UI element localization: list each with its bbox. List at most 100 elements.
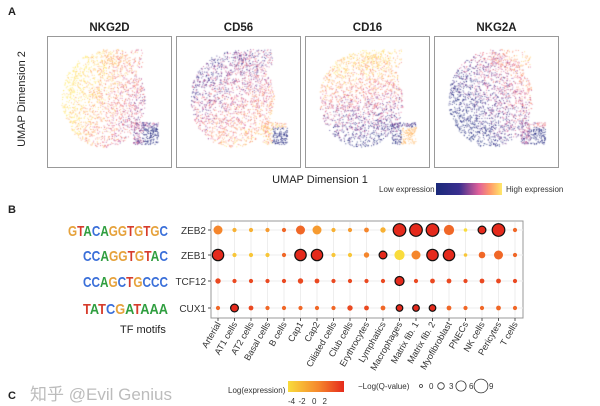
dot-cux1 [428,304,437,312]
dot-tcf12 [281,278,287,284]
dot-cux1 [496,305,501,311]
umap-title-cd16: CD16 [352,22,383,34]
umap-y-label: UMAP Dimension 2 [16,51,28,147]
dot-cux1 [215,305,221,311]
umap-x-label: UMAP Dimension 1 [272,174,368,186]
qvalue-tick: 6 [469,382,474,391]
dot-zeb2 [331,227,336,233]
dot-zeb2 [463,228,468,232]
dot-tcf12 [297,278,304,284]
dot-zeb2 [312,225,322,235]
dot-tcf12 [380,278,386,284]
umap-panel-cd16 [305,36,430,168]
expression-colorbar [288,381,344,392]
size-legend-circle [419,384,423,388]
legend-high-label: High expression [506,185,564,194]
dot-zeb1 [494,250,503,260]
panel-a-label: A [8,6,16,18]
expression-tick: 0 [312,397,317,406]
dot-zeb2 [477,225,487,235]
motif-logo: TATCGATAAA [83,301,168,318]
dot-tcf12 [347,278,353,284]
dot-cux1 [281,305,287,311]
dot-zeb1 [232,252,237,258]
dot-cux1 [479,305,485,311]
dot-zeb1 [394,249,405,261]
qvalue-tick: 3 [449,382,454,391]
tf-row-label: ZEB1 [181,251,206,262]
dot-tcf12 [496,278,501,284]
dot-zeb2 [213,225,223,235]
expression-colorbar [436,183,502,195]
umap-scatter [435,37,558,167]
umap-scatter [306,37,429,167]
dot-zeb2 [425,223,440,237]
motif-logo: CCAGGTGTAC [83,248,168,265]
dot-zeb1 [248,252,254,258]
umap-scatter [48,37,171,167]
dot-zeb1 [211,248,225,262]
dot-zeb1 [310,248,324,262]
dot-tcf12 [512,278,518,284]
dot-cux1 [331,305,336,311]
panel-b-label: B [8,204,16,216]
dot-cux1 [463,305,468,311]
dot-cux1 [314,305,320,311]
dot-zeb2 [281,227,287,233]
dot-zeb1 [347,252,353,258]
size-legend-circle [437,382,445,390]
dot-cux1 [412,304,420,312]
dot-tcf12 [215,278,221,284]
qvalue-tick: 9 [489,382,494,391]
dot-tcf12 [232,278,237,284]
dot-cux1 [265,305,270,311]
dot-tcf12 [394,275,405,287]
dot-zeb1 [281,252,287,258]
qvalue-tick: 0 [429,382,434,391]
dot-cux1 [395,304,404,312]
legend-low-label: Low expression [379,185,435,194]
tf-row-label: CUX1 [179,304,206,315]
dot-zeb2 [380,227,386,233]
dot-tcf12 [446,278,452,284]
x-tick-label: T cells [498,320,520,348]
dot-cux1 [230,303,240,313]
tf-row-label: ZEB2 [181,226,206,237]
umap-title-nkg2d: NKG2D [89,22,130,34]
dot-tcf12 [248,278,254,284]
umap-scatter [177,37,300,167]
dot-zeb2 [512,227,518,233]
dot-cux1 [248,305,254,311]
umap-panel-nkg2d [47,36,172,168]
umap-title-cd56: CD56 [223,22,254,34]
umap-panel-cd56 [176,36,301,168]
panel-c-label: C [8,390,16,402]
expression-tick: 2 [323,397,328,406]
qvalue-legend-title: −Log(Q-value) [358,382,410,391]
dot-zeb2 [491,223,506,237]
dot-zeb1 [478,251,486,259]
expression-tick: -4 [288,397,296,406]
dot-tcf12 [479,278,485,284]
dot-cux1 [380,305,386,311]
dot-zeb1 [411,250,421,260]
size-legend-circle [455,380,467,392]
umap-title-nkg2a: NKG2A [476,22,517,34]
dot-tcf12 [331,278,336,284]
motif-logo: CCAGCTGCCC [83,274,168,291]
motif-logo: GTACAGGTGTGC [68,223,168,240]
tf-motifs-label: TF motifs [120,324,166,336]
dot-zeb1 [426,248,439,262]
dot-tcf12 [413,278,419,284]
dot-zeb1 [294,248,307,262]
dot-tcf12 [314,278,320,284]
dot-zeb1 [512,252,518,258]
dot-zeb2 [347,227,353,233]
dot-zeb1 [331,252,336,258]
dot-zeb1 [442,248,456,262]
dot-cux1 [298,305,303,311]
dot-zeb1 [463,253,468,257]
dot-tcf12 [364,278,369,284]
